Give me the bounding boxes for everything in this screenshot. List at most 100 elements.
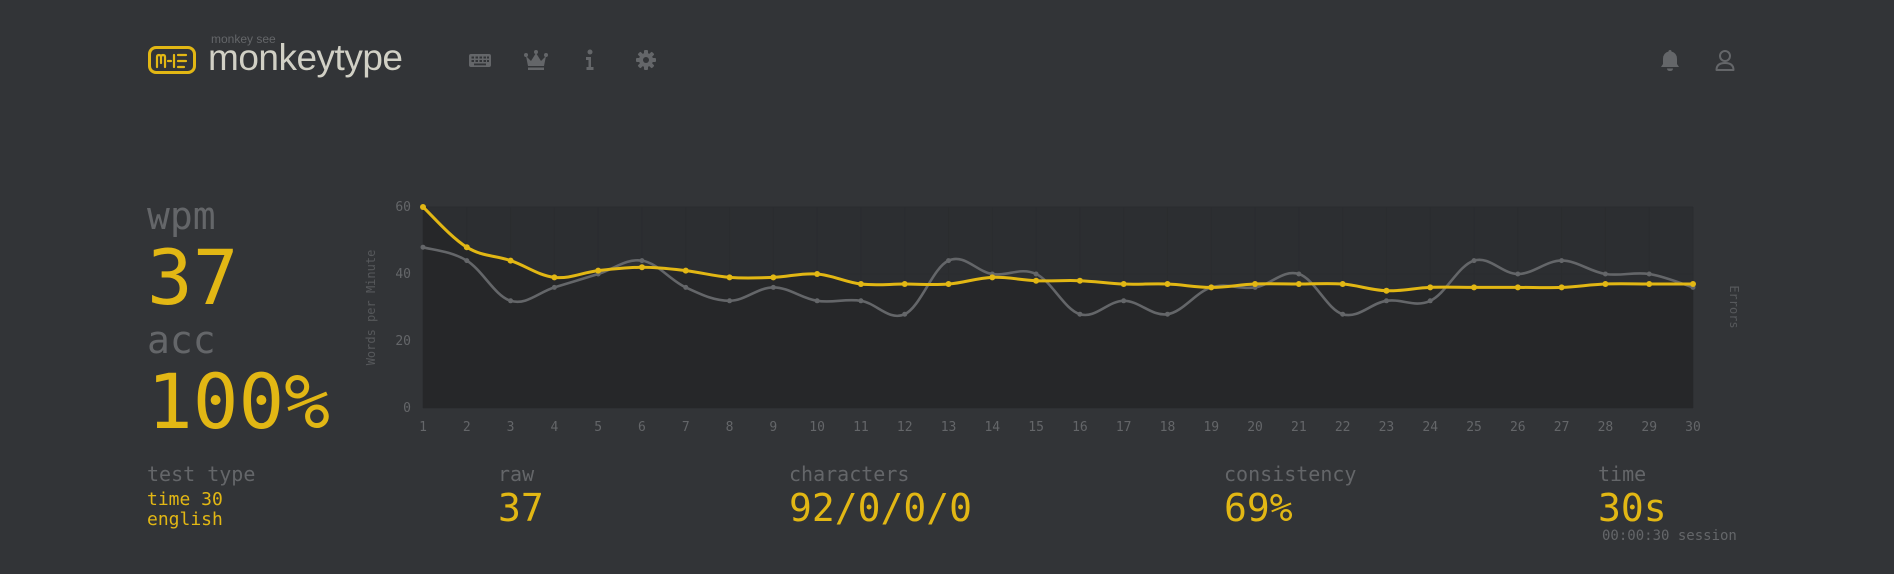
chart-x-tick-label: 17	[1116, 420, 1132, 435]
chart-point-wpm	[507, 257, 514, 264]
test-type-label: test type	[147, 462, 256, 486]
chart-y2-axis-title: Errors	[1727, 285, 1741, 328]
logo-subtitle: monkey see	[211, 32, 276, 46]
chart-x-tick-label: 27	[1554, 420, 1570, 435]
chart-point-raw	[1164, 311, 1170, 317]
chart-x-tick-label: 11	[853, 420, 869, 435]
chart-series-line-wpm	[421, 205, 1693, 293]
chart-y-axis-title: Words per Minute	[364, 250, 378, 366]
chart-point-raw	[1033, 271, 1039, 277]
wpm-value[interactable]: 37	[147, 233, 239, 322]
time-label: time	[1598, 462, 1647, 486]
info-icon[interactable]	[580, 48, 604, 72]
chart-y-tick-label: 0	[403, 401, 411, 416]
bell-icon[interactable]	[1659, 48, 1683, 72]
chart-x-tick-label: 6	[638, 420, 646, 435]
chart-point-wpm	[1208, 284, 1215, 291]
chart-point-wpm	[1690, 281, 1696, 288]
test-type-mode[interactable]: time 30	[147, 489, 223, 510]
chart-point-raw	[420, 244, 426, 250]
chart-point-raw	[1296, 271, 1302, 277]
chart-point-raw	[858, 298, 864, 304]
chart-point-wpm	[682, 267, 689, 274]
raw-value[interactable]: 37	[498, 486, 544, 530]
chart-point-wpm	[1602, 281, 1609, 288]
chart-point-wpm	[901, 281, 908, 288]
chart-point-wpm	[1033, 277, 1040, 284]
chart-y-tick-label: 40	[395, 267, 411, 282]
consistency-value[interactable]: 69%	[1224, 486, 1293, 530]
chart-point-wpm	[1252, 281, 1259, 288]
chart-point-wpm	[1295, 281, 1302, 288]
user-icon[interactable]	[1713, 48, 1737, 72]
chart-x-tick-label: 28	[1598, 420, 1614, 435]
chart-point-wpm	[1164, 281, 1171, 288]
chart-point-raw	[770, 284, 776, 290]
chart-point-raw	[1559, 258, 1565, 264]
chart-x-tick-label: 24	[1422, 420, 1438, 435]
logo-text[interactable]: monkeytype	[208, 37, 403, 78]
chart-x-tick-label: 7	[682, 420, 690, 435]
chart-point-wpm	[857, 281, 864, 288]
chart-x-tick-label: 4	[550, 420, 558, 435]
characters-value[interactable]: 92/0/0/0	[789, 486, 973, 530]
chart-point-wpm	[1383, 287, 1390, 294]
chart-point-wpm	[638, 264, 645, 271]
chart-point-raw	[814, 298, 820, 304]
chart-point-wpm	[770, 274, 777, 281]
gear-icon[interactable]	[634, 48, 658, 72]
chart-point-wpm	[1120, 281, 1127, 288]
chart-point-wpm	[463, 244, 470, 251]
time-value[interactable]: 30s	[1598, 486, 1667, 530]
chart-point-raw	[1121, 298, 1127, 304]
chart-point-wpm	[420, 204, 426, 210]
chart-point-raw	[639, 258, 645, 264]
chart-point-raw	[1383, 298, 1389, 304]
acc-value[interactable]: 100%	[147, 357, 331, 446]
chart-point-wpm	[1339, 281, 1346, 288]
session-time: 00:00:30 session	[1602, 528, 1737, 544]
wpm-label: wpm	[147, 194, 216, 238]
chart-point-raw	[1471, 258, 1477, 264]
chart-y-tick-label: 20	[395, 334, 411, 349]
chart-area-fill	[423, 207, 1693, 408]
raw-label: raw	[498, 462, 535, 486]
chart-point-wpm	[595, 267, 602, 274]
chart-x-tick-label: 13	[941, 420, 957, 435]
chart-x-tick-label: 10	[809, 420, 825, 435]
chart-x-tick-label: 14	[984, 420, 1000, 435]
chart-x-tick-label: 16	[1072, 420, 1088, 435]
chart-point-raw	[1077, 311, 1083, 317]
chart-x-tick-label: 23	[1379, 420, 1395, 435]
chart-x-tick-label: 19	[1203, 420, 1219, 435]
chart-x-tick-label: 3	[507, 420, 515, 435]
chart-x-tick-label: 12	[897, 420, 913, 435]
chart-x-tick-label: 2	[463, 420, 471, 435]
chart-point-raw	[946, 258, 952, 264]
crown-icon[interactable]	[523, 48, 548, 72]
chart-x-tick-label: 9	[769, 420, 777, 435]
chart-point-raw	[508, 298, 514, 304]
chart-point-wpm	[1471, 284, 1478, 291]
keyboard-icon[interactable]	[468, 48, 492, 72]
consistency-label: consistency	[1224, 462, 1357, 486]
chart-point-wpm	[1076, 277, 1083, 284]
test-type-language[interactable]: english	[147, 509, 223, 530]
chart-x-tick-label: 18	[1160, 420, 1176, 435]
chart-point-wpm	[989, 274, 996, 281]
chart-point-raw	[464, 258, 470, 264]
logo-icon[interactable]	[148, 46, 196, 74]
chart-point-raw	[551, 284, 557, 290]
chart-point-wpm	[814, 271, 821, 277]
chart-point-raw	[683, 284, 689, 290]
chart-y-tick-label: 60	[395, 200, 411, 215]
chart-x-tick-label: 20	[1247, 420, 1263, 435]
chart-x-tick-label: 15	[1028, 420, 1044, 435]
chart-point-wpm	[1558, 284, 1565, 291]
chart-point-wpm	[1514, 284, 1521, 291]
logo-keys-graphic	[155, 53, 188, 69]
chart-x-tick-label: 8	[726, 420, 734, 435]
chart-point-wpm	[945, 281, 952, 288]
